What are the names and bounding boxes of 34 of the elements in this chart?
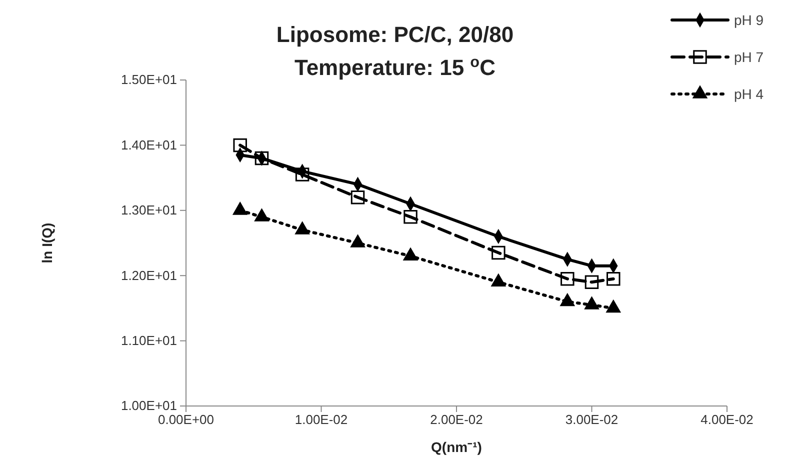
y-axis-title: ln I(Q) (39, 222, 55, 264)
point (295, 168, 310, 182)
point (560, 293, 575, 306)
x-tick-label: 2.00E-02 (430, 412, 483, 428)
x-tick-label: 3.00E-02 (565, 412, 618, 428)
y-tick-label: 1.20E+01 (120, 268, 177, 283)
point (350, 190, 365, 204)
point (254, 151, 269, 166)
y-tick-label: 1.00E+01 (120, 398, 177, 414)
point (404, 210, 418, 224)
x-tick-label: 4.00E-02 (700, 412, 754, 428)
point (584, 275, 599, 289)
point (295, 222, 310, 234)
y-tick-label: 1.50E+01 (120, 72, 177, 88)
y-tick-label: 1.40E+01 (120, 137, 177, 152)
point (606, 272, 620, 286)
legend-label: pH 9 (734, 12, 764, 28)
point (584, 296, 600, 310)
y-tick-label: 1.30E+01 (120, 202, 177, 218)
point (492, 246, 506, 260)
legend-label: pH 4 (734, 86, 764, 102)
point (606, 300, 621, 313)
x-tick-label: 1.00E-02 (294, 412, 348, 428)
point (254, 208, 270, 222)
point (403, 248, 418, 260)
y-tick-label: 1.10E+01 (120, 332, 177, 348)
point (491, 274, 506, 287)
x-tick-label: 0.00E+00 (158, 412, 214, 428)
point (233, 138, 247, 152)
chart-title: Liposome: PC/C, 20/80 Temperature: 15 $^{o}$C (276, 22, 514, 80)
legend-label: pH 7 (734, 49, 764, 65)
x-axis-title: Q(nm⁻¹) (431, 439, 482, 455)
point (560, 272, 574, 286)
point (350, 234, 366, 248)
